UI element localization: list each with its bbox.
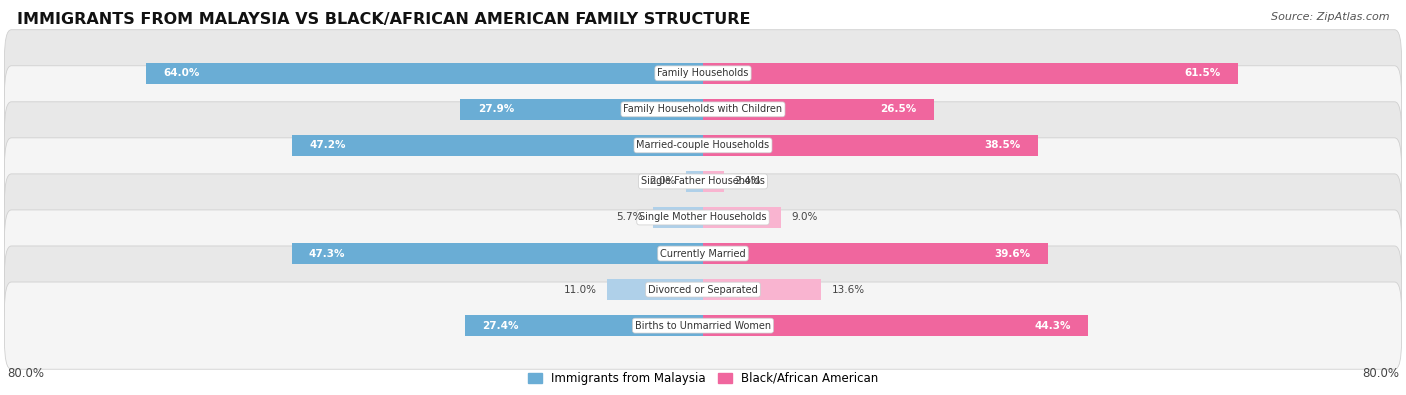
Bar — [703, 315, 1088, 336]
Text: 2.4%: 2.4% — [734, 177, 761, 186]
Text: 2.0%: 2.0% — [648, 177, 675, 186]
Text: 38.5%: 38.5% — [984, 140, 1021, 150]
Text: Family Households: Family Households — [658, 68, 748, 78]
Text: 61.5%: 61.5% — [1184, 68, 1220, 78]
Text: 27.9%: 27.9% — [478, 104, 515, 115]
Bar — [464, 315, 703, 336]
Bar — [146, 63, 703, 84]
Bar — [292, 135, 703, 156]
Text: Married-couple Households: Married-couple Households — [637, 140, 769, 150]
Bar — [291, 243, 703, 264]
Text: Single Father Households: Single Father Households — [641, 177, 765, 186]
FancyBboxPatch shape — [4, 138, 1402, 225]
FancyBboxPatch shape — [4, 282, 1402, 369]
Bar — [703, 243, 1047, 264]
Bar — [703, 171, 724, 192]
Text: IMMIGRANTS FROM MALAYSIA VS BLACK/AFRICAN AMERICAN FAMILY STRUCTURE: IMMIGRANTS FROM MALAYSIA VS BLACK/AFRICA… — [17, 12, 751, 27]
Text: 9.0%: 9.0% — [792, 213, 818, 222]
Text: Divorced or Separated: Divorced or Separated — [648, 284, 758, 295]
FancyBboxPatch shape — [4, 30, 1402, 117]
Bar — [703, 207, 782, 228]
Text: Births to Unmarried Women: Births to Unmarried Women — [636, 321, 770, 331]
Text: 27.4%: 27.4% — [482, 321, 519, 331]
Text: 47.2%: 47.2% — [309, 140, 346, 150]
Bar — [460, 99, 703, 120]
Bar — [703, 135, 1038, 156]
FancyBboxPatch shape — [4, 102, 1402, 189]
Text: 80.0%: 80.0% — [7, 367, 44, 380]
Text: 11.0%: 11.0% — [564, 284, 598, 295]
Bar — [686, 171, 703, 192]
Text: 80.0%: 80.0% — [1362, 367, 1399, 380]
Bar — [607, 279, 703, 300]
FancyBboxPatch shape — [4, 66, 1402, 153]
Text: 64.0%: 64.0% — [163, 68, 200, 78]
Text: Family Households with Children: Family Households with Children — [623, 104, 783, 115]
Bar — [703, 63, 1239, 84]
Bar — [703, 99, 934, 120]
Bar — [703, 279, 821, 300]
Text: 5.7%: 5.7% — [616, 213, 643, 222]
Bar — [654, 207, 703, 228]
FancyBboxPatch shape — [4, 174, 1402, 261]
Text: 39.6%: 39.6% — [994, 248, 1031, 259]
Text: 47.3%: 47.3% — [309, 248, 346, 259]
Text: Single Mother Households: Single Mother Households — [640, 213, 766, 222]
Text: 26.5%: 26.5% — [880, 104, 917, 115]
Legend: Immigrants from Malaysia, Black/African American: Immigrants from Malaysia, Black/African … — [523, 367, 883, 389]
Text: Currently Married: Currently Married — [661, 248, 745, 259]
Text: Source: ZipAtlas.com: Source: ZipAtlas.com — [1271, 12, 1389, 22]
FancyBboxPatch shape — [4, 210, 1402, 297]
Text: 13.6%: 13.6% — [832, 284, 865, 295]
Text: 44.3%: 44.3% — [1035, 321, 1071, 331]
FancyBboxPatch shape — [4, 246, 1402, 333]
